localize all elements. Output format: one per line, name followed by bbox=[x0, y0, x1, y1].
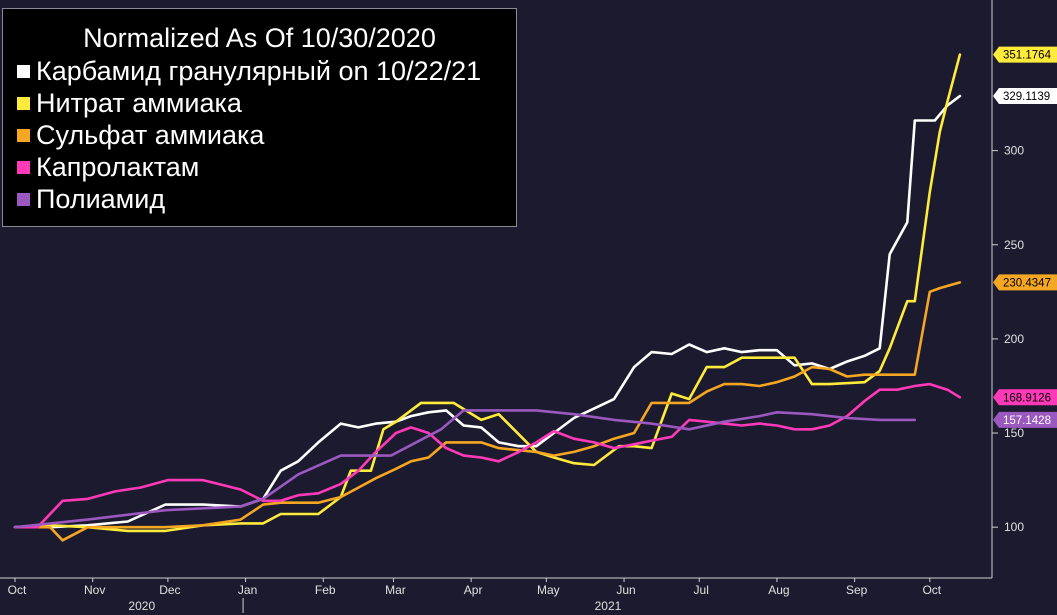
end-labels: 329.1139 351.1764 230.4347 168.9126 157.1428 bbox=[993, 46, 1057, 428]
end-label-bg bbox=[993, 88, 1057, 105]
series-line-4 bbox=[13, 409, 917, 529]
end-label-1: 351.1764 bbox=[993, 46, 1057, 63]
y-tick-label: 150 bbox=[1004, 426, 1024, 440]
x-tick-label: Oct bbox=[8, 583, 27, 597]
end-label-value: 351.1764 bbox=[1003, 50, 1052, 62]
y-tick-label: 300 bbox=[1004, 144, 1024, 158]
legend-swatch bbox=[17, 192, 30, 206]
legend-entry-ammonium-nitrate: Нитрат аммиака bbox=[3, 87, 516, 119]
legend-swatch bbox=[17, 160, 30, 174]
end-label-value: 168.9126 bbox=[1003, 392, 1051, 404]
year-label: 2021 bbox=[595, 599, 622, 613]
x-tick-label: Mar bbox=[385, 583, 406, 597]
x-tick-label: Dec bbox=[159, 583, 180, 597]
x-axis: Oct Nov Dec Jan Feb Mar Apr May Jun Jul Aug Sep Oct 2… bbox=[0, 577, 992, 613]
legend-label: Полиамид bbox=[36, 183, 166, 214]
end-label-bg bbox=[993, 274, 1057, 291]
series-line-3 bbox=[13, 382, 962, 529]
legend: Normalized As Of 10/30/2020 Карбамид гра… bbox=[2, 8, 517, 227]
end-label-3: 168.9126 bbox=[993, 389, 1057, 406]
x-tick-label: Nov bbox=[84, 583, 105, 597]
end-label-4: 157.1428 bbox=[993, 411, 1057, 428]
series-lines bbox=[13, 53, 962, 542]
series-line-0 bbox=[13, 94, 962, 529]
x-tick-label: Apr bbox=[464, 583, 483, 597]
end-label-value: 230.4347 bbox=[1003, 277, 1051, 289]
legend-label: Капролактам bbox=[36, 151, 200, 182]
x-tick-label: Oct bbox=[922, 583, 941, 597]
end-label-0: 329.1139 bbox=[993, 88, 1057, 105]
end-label-value: 157.1428 bbox=[1003, 415, 1051, 427]
x-tick-label: Jan bbox=[238, 583, 257, 597]
legend-label: Карбамид гранулярный on 10/22/21 bbox=[36, 55, 482, 86]
end-label-bg bbox=[993, 46, 1057, 63]
legend-entry-polyamide: Полиамид bbox=[3, 183, 516, 215]
x-tick-label: Jul bbox=[694, 583, 709, 597]
legend-label: Сульфат аммиака bbox=[36, 119, 265, 150]
x-tick-label: Aug bbox=[768, 583, 789, 597]
legend-entry-caprolactam: Капролактам bbox=[3, 151, 516, 183]
legend-entry-ammonium-sulfate: Сульфат аммиака bbox=[3, 119, 516, 151]
chart-title: Normalized As Of 10/30/2020 bbox=[83, 23, 436, 53]
end-label-2: 230.4347 bbox=[993, 274, 1057, 291]
x-tick-label: May bbox=[537, 583, 560, 597]
y-tick-label: 250 bbox=[1004, 238, 1024, 252]
end-label-bg bbox=[993, 389, 1057, 406]
series-line-1 bbox=[13, 53, 962, 533]
y-tick-label: 200 bbox=[1004, 332, 1024, 346]
legend-entry-urea: Карбамид гранулярный on 10/22/21 bbox=[3, 55, 516, 87]
y-tick-label: 100 bbox=[1004, 520, 1024, 534]
series-line-2 bbox=[13, 281, 962, 542]
y-axis: 100 150 200 250 300 bbox=[991, 0, 1024, 578]
end-label-bg bbox=[993, 411, 1057, 428]
legend-swatch bbox=[17, 128, 30, 142]
x-tick-label: Sep bbox=[846, 583, 868, 597]
end-label-value: 329.1139 bbox=[1003, 91, 1050, 103]
year-label: 2020 bbox=[128, 599, 155, 613]
legend-swatch bbox=[17, 64, 30, 78]
x-tick-label: Jun bbox=[616, 583, 635, 597]
legend-label: Нитрат аммиака bbox=[36, 87, 242, 118]
legend-swatch bbox=[17, 96, 30, 110]
x-tick-label: Feb bbox=[315, 583, 336, 597]
